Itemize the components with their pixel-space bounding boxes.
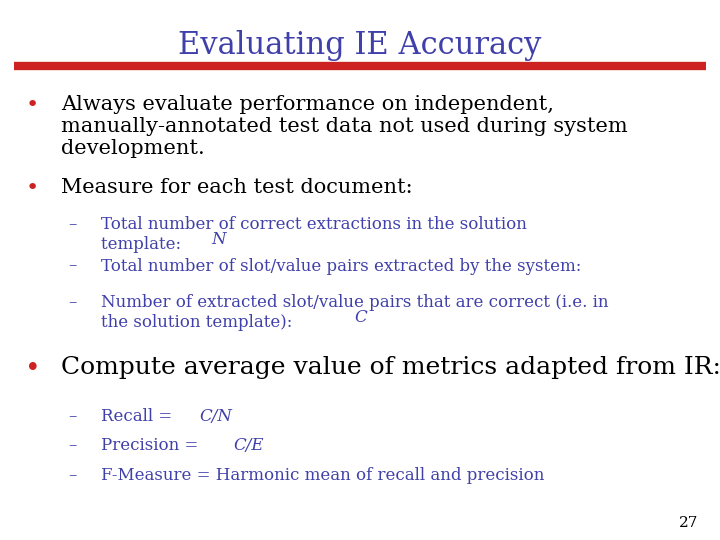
Text: N: N [211,231,225,248]
Text: Always evaluate performance on independent,
manually-annotated test data not use: Always evaluate performance on independe… [61,94,628,158]
Text: Number of extracted slot/value pairs that are correct (i.e. in
the solution temp: Number of extracted slot/value pairs tha… [101,294,608,331]
Text: Measure for each test document:: Measure for each test document: [61,178,413,197]
Text: Precision =: Precision = [101,437,204,454]
Text: –: – [68,437,77,454]
Text: Evaluating IE Accuracy: Evaluating IE Accuracy [179,30,541,60]
Text: Recall =: Recall = [101,408,177,424]
Text: •: • [25,94,38,114]
Text: F-Measure = Harmonic mean of recall and precision: F-Measure = Harmonic mean of recall and … [101,467,544,484]
Text: Compute average value of metrics adapted from IR:: Compute average value of metrics adapted… [61,356,720,380]
Text: C: C [354,309,367,326]
Text: 27: 27 [679,516,698,530]
Text: C/N: C/N [199,408,233,424]
Text: –: – [68,408,77,424]
Text: •: • [25,178,38,198]
Text: –: – [68,467,77,484]
Text: C/E: C/E [233,437,264,454]
Text: •: • [25,356,41,382]
Text: –: – [68,216,77,233]
Text: Total number of slot/value pairs extracted by the system:: Total number of slot/value pairs extract… [101,258,586,274]
Text: –: – [68,258,77,274]
Text: Total number of correct extractions in the solution
template:: Total number of correct extractions in t… [101,216,526,253]
Text: –: – [68,294,77,311]
